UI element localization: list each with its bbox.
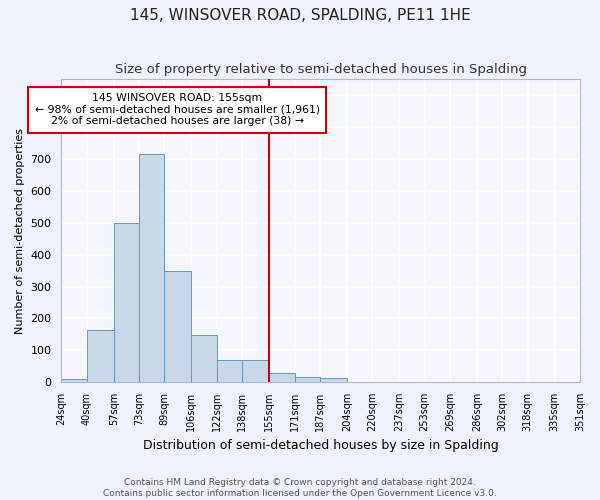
Text: 145, WINSOVER ROAD, SPALDING, PE11 1HE: 145, WINSOVER ROAD, SPALDING, PE11 1HE (130, 8, 470, 22)
Bar (139, 154, 164, 382)
Bar (87, 330, 114, 382)
Bar (242, 360, 269, 382)
X-axis label: Distribution of semi-detached houses by size in Spalding: Distribution of semi-detached houses by … (143, 440, 499, 452)
Y-axis label: Number of semi-detached properties: Number of semi-detached properties (15, 128, 25, 334)
Bar (217, 360, 242, 382)
Text: Contains HM Land Registry data © Crown copyright and database right 2024.
Contai: Contains HM Land Registry data © Crown c… (103, 478, 497, 498)
Title: Size of property relative to semi-detached houses in Spalding: Size of property relative to semi-detach… (115, 62, 527, 76)
Text: 145 WINSOVER ROAD: 155sqm
← 98% of semi-detached houses are smaller (1,961)
2% o: 145 WINSOVER ROAD: 155sqm ← 98% of semi-… (35, 93, 320, 126)
Bar (320, 378, 347, 382)
Bar (269, 373, 295, 382)
Bar (114, 223, 139, 382)
Bar (164, 270, 191, 382)
Bar (191, 335, 217, 382)
Bar (295, 378, 320, 382)
Bar (61, 379, 87, 382)
